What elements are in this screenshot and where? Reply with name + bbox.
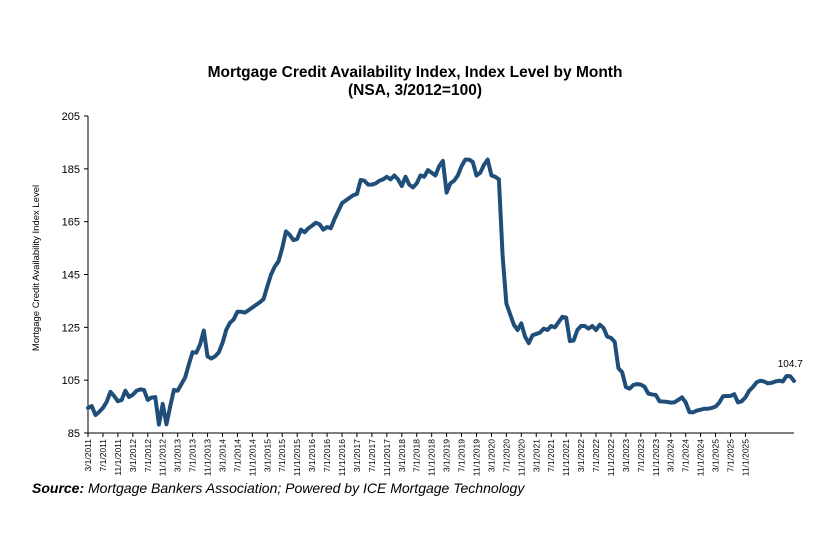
y-tick-label: 125 bbox=[62, 322, 80, 334]
x-tick-label: 7/1/2023 bbox=[636, 439, 646, 472]
x-tick-label: 11/1/2015 bbox=[292, 439, 302, 476]
x-tick-label: 7/1/2011 bbox=[98, 439, 108, 472]
x-tick-label: 7/1/2019 bbox=[457, 439, 467, 472]
x-tick-label: 3/1/2015 bbox=[262, 439, 272, 472]
x-tick-label: 11/1/2014 bbox=[247, 439, 257, 476]
x-tick-label: 3/1/2021 bbox=[531, 439, 541, 472]
x-tick-label: 3/1/2022 bbox=[576, 439, 586, 472]
x-tick-label: 7/1/2016 bbox=[322, 439, 332, 472]
y-axis-label: Mortgage Credit Availability Index Level bbox=[31, 185, 42, 351]
x-axis-ticks: 3/1/2011 7/1/2011 11/1/2011 3/1/2012 7/1/201… bbox=[83, 433, 750, 476]
source-text: Mortgage Bankers Association; Powered by… bbox=[84, 480, 525, 496]
x-tick-label: 7/1/2024 bbox=[681, 439, 691, 472]
chart-subtitle: (NSA, 3/2012=100) bbox=[348, 82, 482, 99]
x-tick-label: 11/1/2019 bbox=[471, 439, 481, 476]
series-group bbox=[86, 157, 796, 427]
x-tick-label: 11/1/2012 bbox=[158, 439, 168, 476]
y-tick-label: 85 bbox=[68, 428, 80, 440]
x-tick-label: 3/1/2017 bbox=[352, 439, 362, 472]
source-label: Source: bbox=[32, 480, 85, 496]
x-tick-label: 7/1/2015 bbox=[277, 439, 287, 472]
x-tick-label: 3/1/2016 bbox=[307, 439, 317, 472]
x-tick-label: 7/1/2021 bbox=[546, 439, 556, 472]
x-tick-label: 3/1/2011 bbox=[83, 439, 93, 472]
x-tick-label: 3/1/2014 bbox=[217, 439, 227, 472]
source-note: Source: Mortgage Bankers Association; Po… bbox=[32, 480, 524, 496]
x-tick-label: 3/1/2025 bbox=[711, 439, 721, 472]
x-tick-label: 7/1/2018 bbox=[412, 439, 422, 472]
x-tick-label: 3/1/2013 bbox=[173, 439, 183, 472]
series-line bbox=[86, 157, 796, 427]
x-tick-label: 3/1/2024 bbox=[666, 439, 676, 472]
x-tick-label: 11/1/2024 bbox=[696, 439, 706, 476]
x-tick-label: 7/1/2017 bbox=[367, 439, 377, 472]
x-tick-label: 7/1/2014 bbox=[232, 439, 242, 472]
y-tick-label: 165 bbox=[62, 217, 80, 229]
x-tick-label: 7/1/2012 bbox=[143, 439, 153, 472]
x-tick-label: 7/1/2013 bbox=[188, 439, 198, 472]
x-tick-label: 3/1/2020 bbox=[486, 439, 496, 472]
x-tick-label: 7/1/2022 bbox=[591, 439, 601, 472]
x-tick-label: 11/1/2016 bbox=[337, 439, 347, 476]
x-tick-label: 11/1/2013 bbox=[203, 439, 213, 476]
x-tick-label: 3/1/2019 bbox=[442, 439, 452, 472]
x-tick-label: 3/1/2023 bbox=[621, 439, 631, 472]
x-tick-label: 11/1/2018 bbox=[427, 439, 437, 476]
x-tick-label: 11/1/2017 bbox=[382, 439, 392, 476]
y-tick-label: 185 bbox=[62, 164, 80, 176]
last-value-label: 104.7 bbox=[778, 359, 803, 370]
chart-title-block: Mortgage Credit Availability Index, Inde… bbox=[0, 64, 830, 100]
x-tick-label: 3/1/2018 bbox=[397, 439, 407, 472]
y-tick-label: 205 bbox=[62, 111, 80, 123]
y-tick-label: 145 bbox=[62, 270, 80, 282]
x-tick-label: 3/1/2012 bbox=[128, 439, 138, 472]
x-tick-label: 11/1/2022 bbox=[606, 439, 616, 476]
x-tick-label: 11/1/2021 bbox=[561, 439, 571, 476]
x-tick-label: 7/1/2020 bbox=[501, 439, 511, 472]
y-tick-label: 105 bbox=[62, 375, 80, 387]
chart-title: Mortgage Credit Availability Index, Inde… bbox=[207, 64, 623, 81]
x-tick-label: 7/1/2025 bbox=[725, 439, 735, 472]
x-tick-label: 11/1/2011 bbox=[113, 439, 123, 476]
x-tick-label: 11/1/2025 bbox=[740, 439, 750, 476]
x-tick-label: 11/1/2020 bbox=[516, 439, 526, 476]
y-axis-ticks: 85 105 125 145 165 185 205 bbox=[62, 111, 88, 440]
x-tick-label: 11/1/2023 bbox=[651, 439, 661, 476]
